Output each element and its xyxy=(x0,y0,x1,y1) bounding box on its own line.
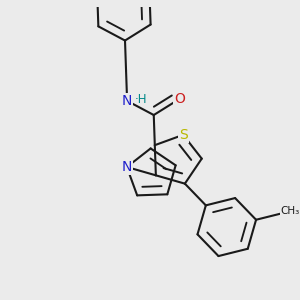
Text: N: N xyxy=(122,94,132,108)
Text: S: S xyxy=(179,128,188,142)
Text: ·H: ·H xyxy=(135,93,148,106)
Text: CH₃: CH₃ xyxy=(281,206,300,216)
Text: O: O xyxy=(174,92,185,106)
Text: S: S xyxy=(179,128,188,142)
Text: N: N xyxy=(122,160,132,174)
